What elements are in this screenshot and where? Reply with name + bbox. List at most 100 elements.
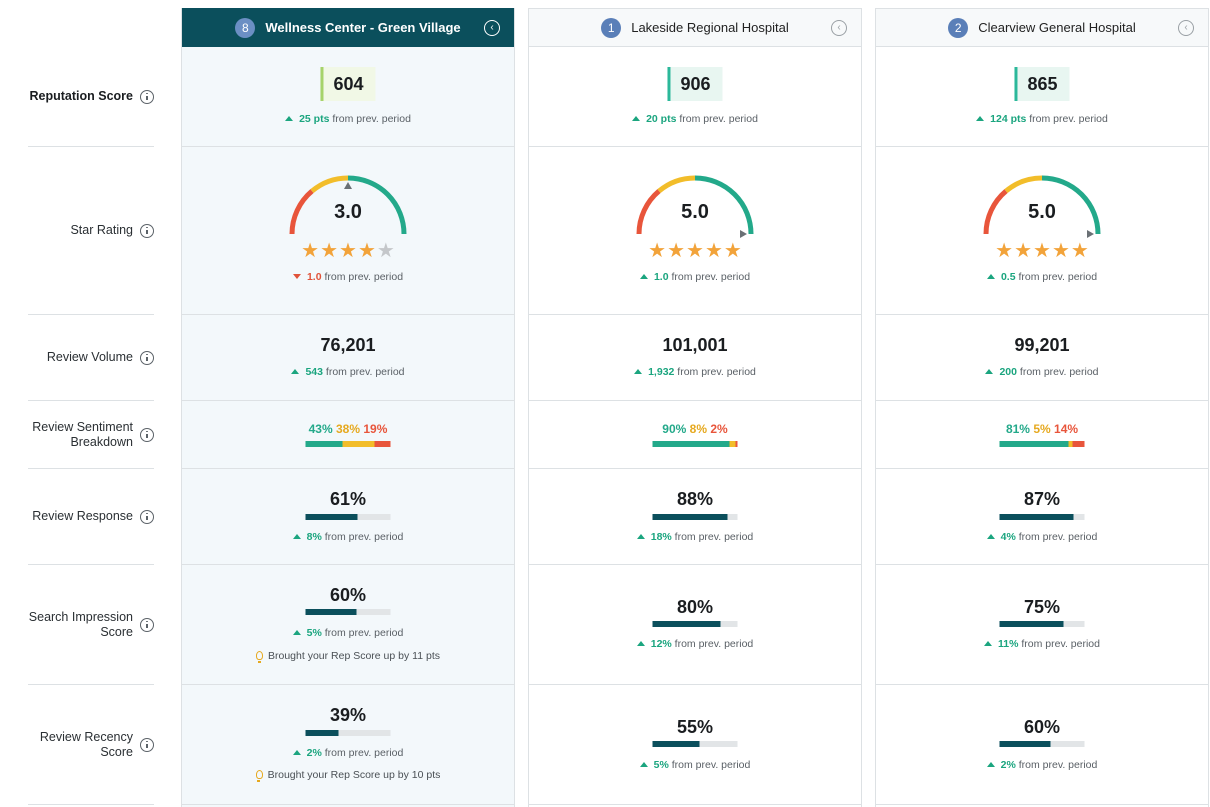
delta-suffix: from prev. period (671, 271, 751, 283)
gauge-segment-mid (657, 175, 696, 194)
reputation-score-value: 906 (667, 67, 723, 101)
review-recency-cell: 60% 2% from prev. period (876, 685, 1208, 805)
hospital-column: 1 Lakeside Regional Hospital ‹ 906 20 pts fr… (528, 8, 862, 807)
star-icon: ★ (339, 240, 357, 262)
row-label-text: Search Impression Score (28, 609, 133, 639)
delta-value: 11% (998, 638, 1019, 650)
delta-line: 18% from prev. period (529, 531, 861, 543)
review-recency-cell: 55% 5% from prev. period (529, 685, 861, 805)
column-header[interactable]: 1 Lakeside Regional Hospital ‹ (529, 8, 861, 47)
info-icon[interactable] (140, 737, 154, 752)
sentiment-bar (652, 441, 738, 447)
search-impression-progress-bar (305, 609, 391, 615)
delta-suffix: from prev. period (325, 366, 405, 378)
trend-up-icon (639, 762, 648, 767)
review-volume-cell: 101,001 1,932 from prev. period (529, 315, 861, 401)
review-volume-value: 99,201 (1014, 335, 1070, 355)
star-rating-cell: 5.0 ★ ★ ★ ★ ★ 1.0 from prev. period (529, 147, 861, 315)
review-volume-value: 101,001 (662, 335, 728, 355)
gauge-segment-mid (310, 175, 349, 194)
star-icon: ★ (648, 240, 667, 262)
star-icon: ★ (357, 240, 376, 262)
hint-text: Brought your Rep Score up by 10 pts (267, 769, 441, 781)
review-recency-progress-fill (999, 741, 1051, 747)
trend-up-icon (984, 641, 993, 646)
sentiment-negative: 14% (1054, 422, 1079, 436)
review-volume-value: 76,201 (320, 335, 376, 355)
trend-up-icon (986, 274, 995, 279)
rank-badge: 2 (948, 17, 969, 38)
delta-line: 5% from prev. period (182, 627, 514, 639)
delta-value: 2% (306, 747, 322, 759)
delta-suffix: from prev. period (674, 638, 754, 650)
hospital-column: 8 Wellness Center - Green Village ‹ 604 25 p… (181, 8, 515, 807)
info-icon[interactable] (140, 427, 154, 442)
sentiment-neutral: 38% (335, 422, 361, 436)
delta-line: 12% from prev. period (529, 638, 861, 650)
sentiment-positive: 81% (1005, 422, 1030, 436)
delta-value: 20 pts (646, 113, 677, 125)
gauge-marker (740, 230, 747, 238)
trend-down-icon (292, 274, 301, 279)
hospital-column: 2 Clearview General Hospital ‹ 865 124 pts f… (875, 8, 1209, 807)
hint-text: Brought your Rep Score up by 11 pts (268, 650, 440, 662)
row-label-text: Review Recency Score (39, 729, 133, 759)
review-response-value: 61% (329, 489, 367, 509)
column-header[interactable]: 8 Wellness Center - Green Village ‹ (182, 8, 514, 47)
sentiment-negative: 19% (363, 422, 388, 436)
row-label-sentiment: Review Sentiment Breakdown (28, 401, 154, 469)
gauge-segment-high (694, 175, 754, 235)
star-rating-gauge (289, 175, 407, 235)
search-impression-progress-fill (652, 621, 721, 627)
delta-value: 1.0 (306, 271, 322, 283)
review-volume-cell: 76,201 543 from prev. period (182, 315, 514, 401)
sentiment-bar-positive (305, 441, 343, 447)
delta-suffix: from prev. period (677, 366, 756, 378)
delta-line: 1.0 from prev. period (182, 271, 514, 283)
delta-value: 18% (650, 531, 672, 543)
reputation-score-value: 604 (320, 67, 376, 101)
reputation-score-cell: 906 20 pts from prev. period (529, 47, 861, 147)
gauge-segment-high (1041, 175, 1101, 235)
star-rating-value: 5.0 (681, 201, 709, 223)
star-rating-gauge (636, 175, 754, 238)
rank-badge: 1 (601, 17, 622, 38)
chevron-left-icon[interactable]: ‹ (831, 20, 847, 36)
search-impression-progress-fill (305, 609, 357, 615)
star-icon: ★ (686, 240, 704, 262)
info-icon[interactable] (140, 223, 154, 238)
chevron-left-icon[interactable]: ‹ (484, 20, 500, 36)
lightbulb-icon (256, 651, 263, 663)
star-row: ★ ★ ★ ★ ★ (182, 241, 514, 261)
star-icon: ★ (376, 240, 395, 262)
row-label-text: Review Sentiment Breakdown (32, 419, 133, 449)
sentiment-cell: 81% 5% 14% (876, 401, 1208, 469)
star-icon: ★ (723, 240, 742, 262)
delta-value: 4% (1000, 531, 1016, 543)
info-icon[interactable] (140, 617, 154, 632)
trend-up-icon (639, 274, 648, 279)
trend-up-icon (285, 116, 294, 121)
column-title: Lakeside Regional Hospital (631, 20, 789, 35)
row-label-volume: Review Volume (28, 315, 154, 401)
info-icon[interactable] (140, 350, 154, 365)
column-header[interactable]: 2 Clearview General Hospital ‹ (876, 8, 1208, 47)
delta-line: 2% from prev. period (876, 759, 1208, 771)
trend-up-icon (976, 116, 985, 121)
gauge-segment-mid (1004, 175, 1043, 194)
row-label-text: Reputation Score (29, 89, 134, 103)
review-response-progress-fill (305, 514, 358, 520)
trend-up-icon (986, 534, 995, 539)
sentiment-labels: 90% 8% 2% (529, 422, 861, 436)
search-impression-progress-fill (999, 621, 1064, 627)
info-icon[interactable] (140, 89, 154, 104)
chevron-left-icon[interactable]: ‹ (1178, 20, 1194, 36)
review-response-progress-bar (999, 514, 1085, 520)
row-label-text: Review Response (32, 509, 133, 523)
gauge-marker (344, 182, 352, 189)
info-icon[interactable] (140, 509, 154, 524)
delta-line: 11% from prev. period (876, 638, 1208, 650)
star-icon: ★ (1051, 240, 1070, 262)
delta-suffix: from prev. period (324, 627, 404, 639)
